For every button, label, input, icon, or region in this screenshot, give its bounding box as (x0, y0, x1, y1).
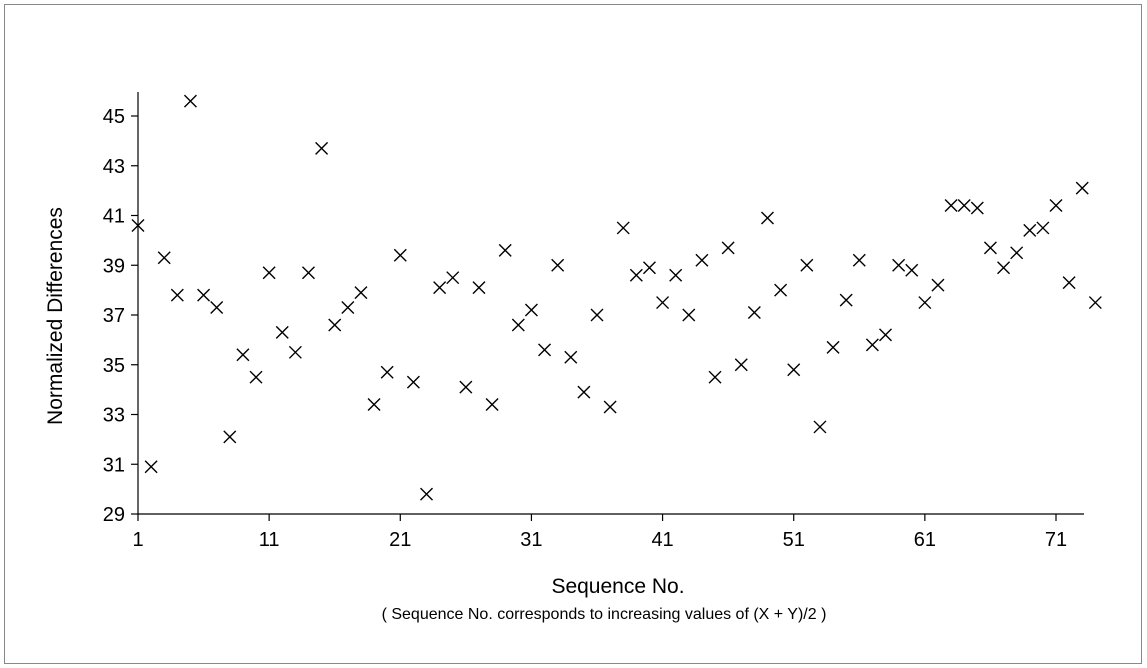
data-point (997, 261, 1011, 275)
data-point (1036, 221, 1050, 235)
data-point (275, 325, 289, 339)
data-point (905, 263, 919, 277)
data-point (1062, 276, 1076, 290)
data-point (852, 253, 866, 267)
data-point (1075, 181, 1089, 195)
data-point (262, 266, 276, 280)
data-point (524, 303, 538, 317)
data-point (393, 248, 407, 262)
x-tick-label: 61 (914, 529, 936, 551)
x-tick-label: 71 (1045, 529, 1067, 551)
x-tick-label: 51 (783, 529, 805, 551)
data-point (341, 301, 355, 315)
data-point (1088, 296, 1102, 310)
y-tick-label: 33 (103, 405, 125, 427)
data-point (642, 261, 656, 275)
data-point (354, 286, 368, 300)
data-point (787, 363, 801, 377)
data-point (380, 365, 394, 379)
x-axis-note: ( Sequence No. corresponds to increasing… (382, 606, 827, 623)
x-tick-label: 21 (389, 529, 411, 551)
data-point (918, 296, 932, 310)
data-point (420, 487, 434, 501)
data-point (590, 308, 604, 322)
data-point (629, 268, 643, 282)
data-point (328, 318, 342, 332)
data-point (826, 340, 840, 354)
data-point (708, 370, 722, 384)
data-point (249, 370, 263, 384)
x-tick-label: 41 (651, 529, 673, 551)
data-point (406, 375, 420, 389)
data-point (944, 199, 958, 213)
data-points (131, 94, 1102, 501)
y-axis-title: Normalized Differences (44, 207, 67, 425)
y-tick-label: 41 (103, 206, 125, 228)
data-point (210, 301, 224, 315)
data-point (603, 400, 617, 414)
data-point (760, 211, 774, 225)
data-point (774, 283, 788, 297)
data-point (656, 296, 670, 310)
data-point (197, 288, 211, 302)
data-point (301, 266, 315, 280)
x-tick-label: 31 (520, 529, 542, 551)
y-tick-label: 45 (103, 106, 125, 128)
data-point (564, 350, 578, 364)
data-point (879, 328, 893, 342)
data-point (472, 281, 486, 295)
data-point (682, 308, 696, 322)
data-point (367, 398, 381, 412)
data-point (983, 241, 997, 255)
data-point (813, 420, 827, 434)
data-point (433, 281, 447, 295)
y-tick-label: 29 (103, 504, 125, 526)
data-point (695, 253, 709, 267)
data-point (931, 278, 945, 292)
data-point (734, 358, 748, 372)
data-point (485, 398, 499, 412)
x-axis-title: Sequence No. (551, 575, 684, 598)
y-tick-label: 31 (103, 454, 125, 476)
data-point (839, 293, 853, 307)
x-tick-label: 1 (132, 529, 143, 551)
data-point (747, 306, 761, 320)
data-point (577, 385, 591, 399)
data-point (511, 318, 525, 332)
data-point (183, 94, 197, 108)
chart-frame (4, 4, 1142, 664)
data-point (800, 258, 814, 272)
data-point (315, 141, 329, 155)
y-tick-label: 37 (103, 305, 125, 327)
data-point (236, 348, 250, 362)
y-tick-label: 43 (103, 156, 125, 178)
data-point (865, 338, 879, 352)
data-point (892, 258, 906, 272)
data-point (970, 201, 984, 215)
data-point (498, 243, 512, 257)
data-point (288, 345, 302, 359)
data-point (1010, 246, 1024, 260)
data-point (144, 460, 158, 474)
data-point (616, 221, 630, 235)
data-point (538, 343, 552, 357)
data-point (170, 288, 184, 302)
data-point (459, 380, 473, 394)
data-point (223, 430, 237, 444)
data-point (157, 251, 171, 265)
y-tick-label: 39 (103, 255, 125, 277)
data-point (551, 258, 565, 272)
data-point (1049, 199, 1063, 213)
x-tick-label: 11 (259, 529, 280, 551)
data-point (131, 218, 145, 232)
data-point (957, 199, 971, 213)
y-tick-label: 35 (103, 355, 125, 377)
data-point (669, 268, 683, 282)
data-point (446, 271, 460, 285)
data-point (721, 241, 735, 255)
data-point (1023, 223, 1037, 237)
